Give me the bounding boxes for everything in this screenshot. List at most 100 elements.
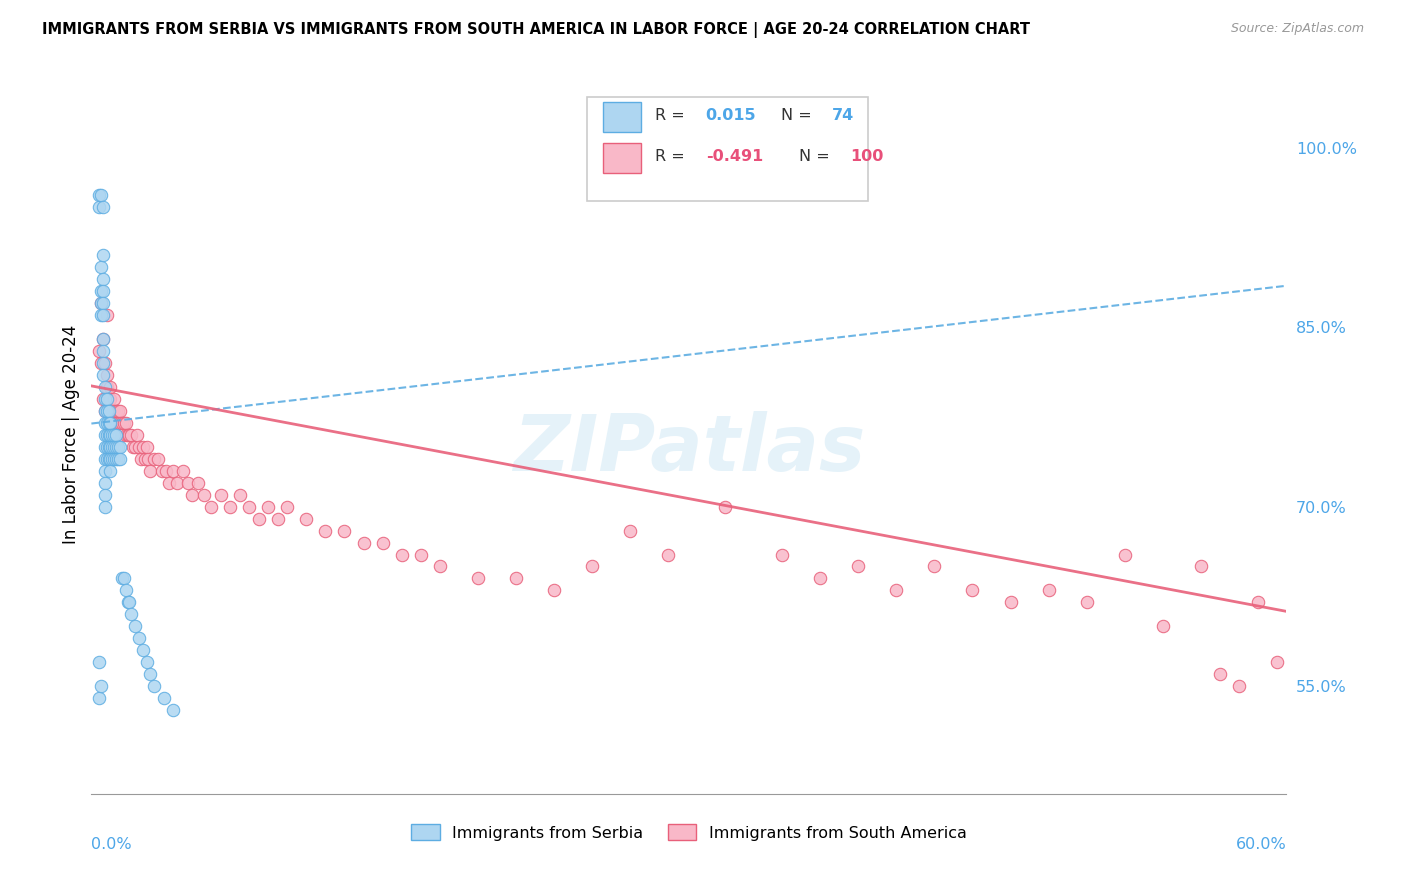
- Point: [107, 416, 129, 430]
- Point: [105, 427, 128, 442]
- Point: [120, 427, 142, 442]
- Point: [111, 571, 134, 585]
- Point: [1379, 679, 1402, 693]
- Point: [143, 679, 166, 693]
- Point: [108, 416, 131, 430]
- Point: [91, 392, 114, 406]
- Point: [219, 500, 242, 514]
- Text: Source: ZipAtlas.com: Source: ZipAtlas.com: [1230, 22, 1364, 36]
- Point: [371, 535, 394, 549]
- Point: [108, 404, 131, 418]
- Point: [90, 296, 112, 310]
- Point: [97, 440, 120, 454]
- Point: [132, 643, 155, 657]
- Point: [96, 404, 118, 418]
- Point: [97, 416, 120, 430]
- Point: [1114, 548, 1136, 562]
- Point: [135, 440, 157, 454]
- Text: 0.015: 0.015: [706, 108, 756, 123]
- Point: [96, 440, 118, 454]
- Text: IMMIGRANTS FROM SERBIA VS IMMIGRANTS FROM SOUTH AMERICA IN LABOR FORCE | AGE 20-: IMMIGRANTS FROM SERBIA VS IMMIGRANTS FRO…: [42, 22, 1031, 38]
- Point: [209, 488, 232, 502]
- Point: [100, 451, 122, 466]
- Point: [543, 583, 565, 598]
- Point: [114, 583, 136, 598]
- Point: [353, 535, 375, 549]
- Text: R =: R =: [655, 108, 685, 123]
- Point: [100, 464, 122, 478]
- Point: [391, 548, 413, 562]
- Point: [93, 416, 115, 430]
- Text: 60.0%: 60.0%: [1236, 837, 1286, 852]
- Point: [505, 571, 527, 585]
- Point: [238, 500, 260, 514]
- FancyBboxPatch shape: [588, 97, 868, 202]
- Text: N =: N =: [799, 149, 830, 164]
- Point: [93, 427, 115, 442]
- Point: [103, 451, 125, 466]
- FancyBboxPatch shape: [603, 143, 641, 173]
- Point: [1303, 619, 1326, 633]
- Point: [429, 559, 451, 574]
- Point: [962, 583, 984, 598]
- Point: [90, 296, 112, 310]
- Point: [924, 559, 946, 574]
- Point: [90, 285, 112, 299]
- Text: 100: 100: [851, 149, 883, 164]
- Point: [105, 440, 128, 454]
- Point: [91, 296, 114, 310]
- Point: [177, 475, 200, 490]
- Point: [193, 488, 215, 502]
- Point: [112, 571, 135, 585]
- Point: [91, 332, 114, 346]
- Point: [97, 392, 120, 406]
- Point: [91, 248, 114, 262]
- Point: [93, 464, 115, 478]
- Point: [714, 500, 737, 514]
- FancyBboxPatch shape: [603, 102, 641, 132]
- Point: [1323, 643, 1346, 657]
- Point: [93, 356, 115, 370]
- Point: [1038, 583, 1060, 598]
- Point: [91, 356, 114, 370]
- Point: [111, 427, 134, 442]
- Point: [101, 416, 124, 430]
- Point: [200, 500, 222, 514]
- Point: [581, 559, 603, 574]
- Point: [129, 451, 152, 466]
- Point: [257, 500, 280, 514]
- Point: [90, 356, 112, 370]
- Point: [1000, 595, 1022, 609]
- Point: [157, 475, 180, 490]
- Point: [118, 595, 141, 609]
- Point: [117, 595, 139, 609]
- Point: [96, 427, 118, 442]
- Point: [91, 308, 114, 322]
- Point: [409, 548, 432, 562]
- Point: [124, 619, 146, 633]
- Point: [143, 451, 166, 466]
- Point: [87, 201, 110, 215]
- Point: [90, 679, 112, 693]
- Point: [770, 548, 793, 562]
- Point: [187, 475, 209, 490]
- Point: [107, 451, 129, 466]
- Point: [87, 344, 110, 359]
- Point: [96, 451, 118, 466]
- Point: [100, 427, 122, 442]
- Point: [314, 524, 336, 538]
- Point: [93, 451, 115, 466]
- Point: [117, 427, 139, 442]
- Point: [103, 427, 125, 442]
- Point: [162, 703, 184, 717]
- Point: [1285, 619, 1308, 633]
- Point: [96, 368, 118, 382]
- Point: [108, 440, 131, 454]
- Point: [135, 655, 157, 669]
- Point: [122, 440, 145, 454]
- Point: [91, 272, 114, 286]
- Point: [97, 404, 120, 418]
- Point: [150, 464, 173, 478]
- Point: [101, 404, 124, 418]
- Point: [90, 260, 112, 275]
